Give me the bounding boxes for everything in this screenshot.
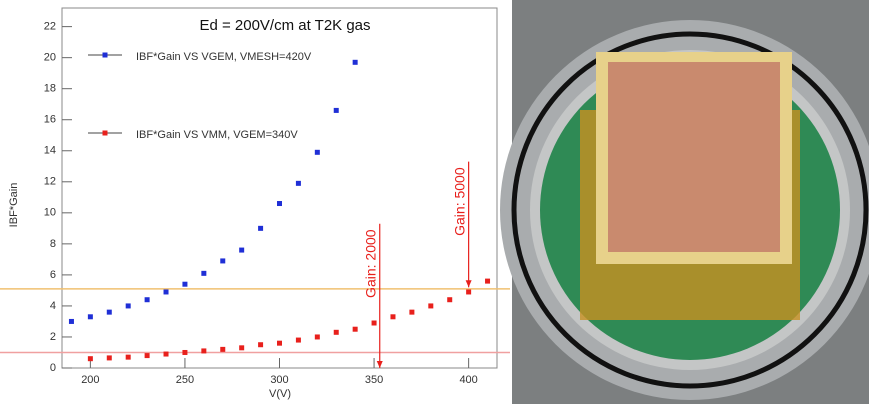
point [485,279,490,284]
point [182,350,187,355]
point [296,181,301,186]
legend-marker [103,131,108,136]
x-tick-label: 350 [365,374,383,386]
point [164,352,169,357]
y-tick-label: 14 [44,145,56,157]
point [334,108,339,113]
point [315,150,320,155]
point [182,282,187,287]
x-axis-title: V(V) [269,388,291,400]
point [296,338,301,343]
legend-marker [103,53,108,58]
point [258,342,263,347]
y-tick-label: 20 [44,52,56,64]
x-tick-label: 300 [270,374,288,386]
point [164,289,169,294]
y-tick-label: 12 [44,176,56,188]
point [88,314,93,319]
point [334,330,339,335]
point [277,201,282,206]
point [126,303,131,308]
y-tick-label: 4 [50,300,56,312]
point [353,327,358,332]
y-tick-label: 22 [44,21,56,33]
point [239,345,244,350]
point [201,271,206,276]
x-tick-label: 250 [176,374,194,386]
legend-label: IBF*Gain VS VMM, VGEM=340V [136,129,298,141]
y-tick-label: 16 [44,114,56,126]
point [145,297,150,302]
point [126,355,131,360]
point [372,321,377,326]
point [258,226,263,231]
point [201,348,206,353]
point [409,310,414,315]
x-tick-label: 400 [459,374,477,386]
point [69,319,74,324]
legend-label: IBF*Gain VS VGEM, VMESH=420V [136,51,312,63]
point [315,334,320,339]
chart-title: Ed = 200V/cm at T2K gas [199,17,370,34]
point [428,303,433,308]
point [88,356,93,361]
point [466,289,471,294]
point [220,258,225,263]
x-tick-label: 200 [81,374,99,386]
y-tick-label: 8 [50,238,56,250]
y-tick-label: 0 [50,362,56,374]
point [277,341,282,346]
y-tick-label: 10 [44,207,56,219]
annotation-label: Gain: 5000 [451,167,467,236]
point [107,310,112,315]
y-tick-label: 2 [50,331,56,343]
y-tick-label: 6 [50,269,56,281]
y-tick-label: 18 [44,83,56,95]
annotation-label: Gain: 2000 [362,229,378,298]
detector-photo [500,0,869,404]
point [220,347,225,352]
point [353,60,358,65]
point [390,314,395,319]
y-axis-title: IBF*Gain [8,183,20,228]
point [239,248,244,253]
point [107,355,112,360]
point [145,353,150,358]
figure: Ed = 200V/cm at T2K gas V(V) IBF*Gain 0 2… [0,0,869,404]
point [447,297,452,302]
